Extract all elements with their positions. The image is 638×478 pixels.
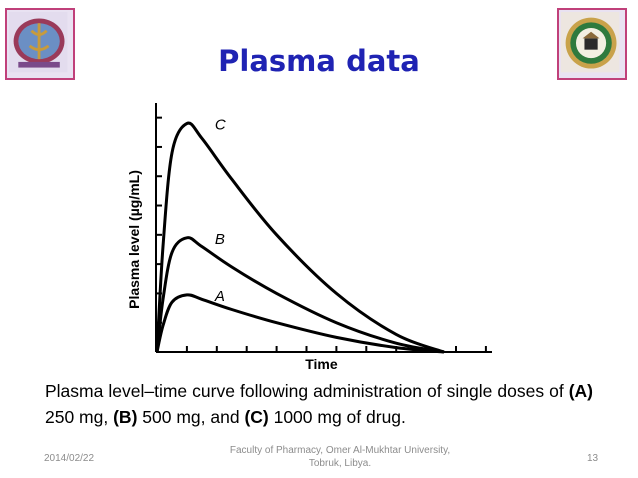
figure-caption: Plasma level–time curve following admini… — [45, 378, 593, 430]
footer-date: 2014/02/22 — [44, 453, 95, 464]
x-axis-label: Time — [305, 356, 338, 370]
caption-b-dose: 500 mg, and — [137, 407, 245, 427]
caption-a-dose: 250 mg, — [45, 407, 114, 427]
series-line-a — [155, 293, 445, 354]
slide-title: Plasma data — [218, 44, 420, 78]
caption-intro: Plasma level–time curve following admini… — [45, 381, 569, 401]
footer-institution-line1: Faculty of Pharmacy, Omer Al-Mukhtar Uni… — [229, 445, 451, 456]
series-line-b — [155, 236, 445, 354]
faculty-emblem-logo — [5, 8, 75, 80]
footer-institution: Faculty of Pharmacy, Omer Al-Mukhtar Uni… — [210, 444, 470, 470]
series-label-b: B — [215, 231, 225, 248]
y-axis-label: Plasma level (µg/mL) — [126, 170, 142, 309]
university-seal-logo — [557, 8, 627, 80]
footer-page-number: 13 — [587, 453, 599, 464]
caption-b-label: (B) — [113, 407, 138, 427]
series-label-c: C — [215, 117, 226, 134]
plasma-level-chart: A B C Time Plasma level (µg/mL) — [120, 95, 500, 370]
caption-a-label: (A) — [568, 381, 593, 401]
footer-institution-line2: Tobruk, Libya. — [308, 458, 372, 469]
chart-svg: A B C Time Plasma level (µg/mL) — [126, 103, 492, 370]
series-label-a: A — [214, 288, 225, 305]
caption-c-dose: 1000 mg of drug. — [268, 407, 406, 427]
series-line-c — [155, 121, 445, 354]
caption-c-label: (C) — [244, 407, 269, 427]
